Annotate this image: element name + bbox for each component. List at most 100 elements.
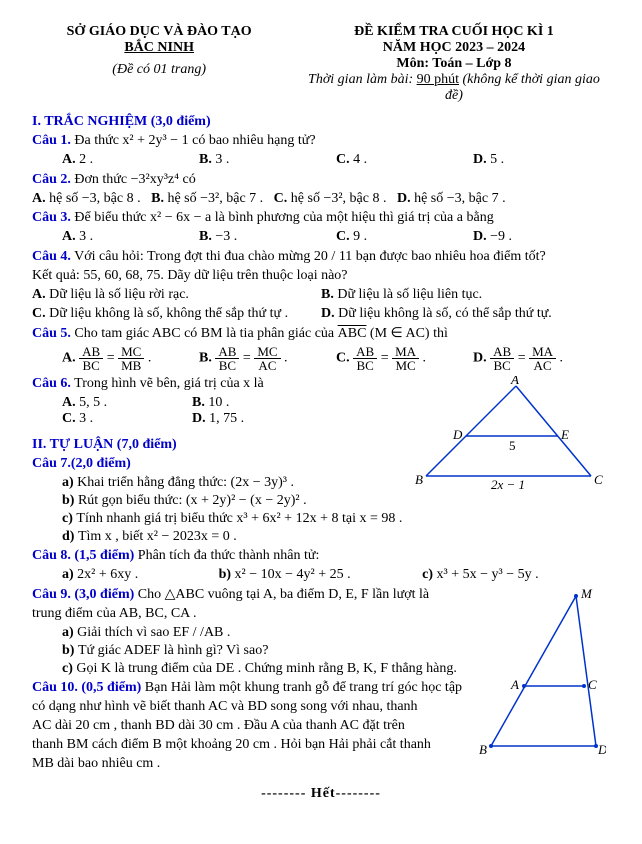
question-2: Câu 2. Đơn thức −3²xy³z⁴ có [32, 172, 610, 188]
fig1-de-len: 5 [509, 438, 516, 453]
q9-and-fig2: M A C B D Câu 9. (3,0 điểm) Cho △ABC vuô… [32, 586, 610, 772]
q2-choices: A. hệ số −3, bậc 8 . B. hệ số −3², bậc 7… [32, 191, 610, 207]
q4-a: Dữ liệu là số liệu rời rạc. [49, 287, 189, 302]
q2-label: Câu 2. [32, 172, 71, 187]
q1-c: 4 . [353, 152, 367, 167]
fig1-A: A [510, 376, 519, 387]
exam-title: ĐỀ KIỂM TRA CUỐI HỌC KÌ 1 [298, 24, 610, 40]
q1-a: 2 . [79, 152, 93, 167]
q2-c: hệ số −3², bậc 8 . [291, 191, 387, 206]
q4-b: Dữ liệu là số liệu liên tục. [337, 287, 482, 302]
q10-l3: AC dài 20 cm , thanh BD dài 30 cm . Đầu … [32, 718, 472, 734]
header-right: ĐỀ KIỂM TRA CUỐI HỌC KÌ 1 NĂM HỌC 2023 –… [298, 24, 610, 104]
q1-label: Câu 1. [32, 133, 71, 148]
q6-and-fig1: A B C D E 5 2x − 1 Câu 6. Trong hình vẽ … [32, 376, 610, 509]
q8-a: 2x² + 6xy . [77, 567, 138, 582]
q4-text: Với câu hỏi: Trong đợt thi đua chào mừng… [74, 249, 546, 264]
time-value: 90 phút [417, 72, 459, 87]
q4-text2: Kết quả: 55, 60, 68, 75. Dãy dữ liệu trê… [32, 268, 610, 284]
q8-label: Câu 8. (1,5 điểm) [32, 548, 134, 563]
q10-l2: có dạng như hình vẽ biết thanh AC và BD … [32, 699, 472, 715]
fig1-C: C [594, 472, 603, 487]
q5-a: A. ABBC = MCMB . [62, 345, 199, 372]
time-label: Thời gian làm bài: [308, 72, 413, 87]
q4-row1: A. Dữ liệu là số liệu rời rạc. B. Dữ liệ… [32, 287, 610, 303]
fig1-E: E [560, 427, 569, 442]
q6-text: Trong hình vẽ bên, giá trị của x là [74, 376, 264, 391]
q5-choices: A. ABBC = MCMB . B. ABBC = MCAC . C. ABB… [62, 345, 610, 372]
org-line2: BẮC NINH [32, 40, 286, 56]
q9-text1: Cho △ABC vuông tại A, ba điểm D, E, F lầ… [138, 587, 429, 602]
header-left: SỞ GIÁO DỤC VÀ ĐÀO TẠO BẮC NINH (Đề có 0… [32, 24, 286, 104]
q4-d: Dữ liệu không là số, có thể sắp thứ tự. [338, 306, 552, 321]
fig2-B: B [479, 742, 487, 757]
q10-l4: thanh BM cách điểm B một khoảng 20 cm . … [32, 737, 472, 753]
figure-frame: M A C B D [476, 586, 606, 761]
q7-c: c) Tính nhanh giá trị biểu thức x³ + 6x²… [62, 511, 610, 527]
q3-label: Câu 3. [32, 210, 71, 225]
time-note: (không kể thời gian giao đề) [445, 72, 600, 103]
exam-year: NĂM HỌC 2023 – 2024 [298, 40, 610, 56]
question-1: Câu 1. Đa thức x² + 2y³ − 1 có bao nhiêu… [32, 133, 610, 149]
section1-title: I. TRẮC NGHIỆM (3,0 điểm) [32, 114, 610, 130]
q3-b: −3 . [215, 229, 237, 244]
fig1-B: B [415, 472, 423, 487]
question-10: Câu 10. (0,5 điểm) Bạn Hải làm một khung… [32, 680, 472, 696]
note-pages: (Đề có 01 trang) [32, 62, 286, 78]
fig2-lines [489, 594, 598, 748]
q2-text: Đơn thức −3²xy³z⁴ có [74, 172, 195, 187]
exam-subject: Môn: Toán – Lớp 8 [298, 56, 610, 72]
q8-choices: a) 2x² + 6xy . b) x² − 10x − 4y² + 25 . … [62, 567, 610, 583]
page-header: SỞ GIÁO DỤC VÀ ĐÀO TẠO BẮC NINH (Đề có 0… [32, 24, 610, 104]
fig2-C: C [588, 677, 597, 692]
q5-text-post: (M ∈ AC) thì [366, 326, 447, 341]
fig2-A: A [510, 677, 519, 692]
q3-choices: A. 3 . B. −3 . C. 9 . D. −9 . [62, 229, 610, 245]
q2-b: hệ số −3², bậc 7 . [167, 191, 263, 206]
q10-label: Câu 10. (0,5 điểm) [32, 680, 141, 695]
q8-text: Phân tích đa thức thành nhân tử: [138, 548, 320, 563]
q1-text: Đa thức x² + 2y³ − 1 có bao nhiêu hạng t… [74, 133, 315, 148]
q8-c: x³ + 5x − y³ − 5y . [437, 567, 539, 582]
q6-b: 10 . [208, 395, 229, 410]
q6-row2: C. 3 . D. 1, 75 . [62, 411, 322, 427]
q7-b: b) Rút gọn biểu thức: (x + 2y)² − (x − 2… [62, 493, 610, 509]
fig2-labels: M A C B D [479, 586, 606, 757]
q4-c: Dữ liệu không là số, không thể sắp thứ t… [49, 306, 288, 321]
q5-text-pre: Cho tam giác ABC có BM là tia phân giác … [74, 326, 337, 341]
exam-time: Thời gian làm bài: 90 phút (không kể thờ… [298, 72, 610, 104]
q5-c: C. ABBC = MAMC . [336, 345, 473, 372]
q4-row2: C. Dữ liệu không là số, không thể sắp th… [32, 306, 610, 322]
end-marker: -------- Hết-------- [32, 786, 610, 802]
question-3: Câu 3. Để biểu thức x² − 6x − a là bình … [32, 210, 610, 226]
q6-a: 5, 5 . [79, 395, 107, 410]
question-4: Câu 4. Với câu hỏi: Trong đợt thi đua ch… [32, 249, 610, 265]
q7-d: d) Tìm x , biết x² − 2023x = 0 . [62, 529, 610, 545]
figure-triangle: A B C D E 5 2x − 1 [411, 376, 606, 491]
q6-label: Câu 6. [32, 376, 71, 391]
org-line1: SỞ GIÁO DỤC VÀ ĐÀO TẠO [32, 24, 286, 40]
q2-a: hệ số −3, bậc 8 . [49, 191, 141, 206]
q9-label: Câu 9. (3,0 điểm) [32, 587, 134, 602]
q6-row1: A. 5, 5 . B. 10 . [62, 395, 322, 411]
q10-l5: MB dài bao nhiêu cm . [32, 756, 472, 772]
q6-d: 1, 75 . [209, 411, 244, 426]
q4-label: Câu 4. [32, 249, 71, 264]
q1-b: 3 . [215, 152, 229, 167]
question-8: Câu 8. (1,5 điểm) Phân tích đa thức thàn… [32, 548, 610, 564]
fig2-M: M [580, 586, 593, 601]
q5-label: Câu 5. [32, 326, 71, 341]
q10-l1: Bạn Hải làm một khung tranh gỗ để trang … [145, 680, 462, 695]
q5-b: B. ABBC = MCAC . [199, 345, 336, 372]
question-9: Câu 9. (3,0 điểm) Cho △ABC vuông tại A, … [32, 586, 462, 603]
q3-d: −9 . [490, 229, 512, 244]
q5-arc: ABC [338, 326, 367, 342]
fig1-bc-len: 2x − 1 [491, 477, 525, 491]
q2-d: hệ số −3, bậc 7 . [414, 191, 506, 206]
fig2-D: D [597, 742, 606, 757]
q7-label: Câu 7.(2,0 điểm) [32, 456, 131, 471]
fig1-D: D [452, 427, 463, 442]
q3-c: 9 . [353, 229, 367, 244]
q3-text: Để biểu thức x² − 6x − a là bình phương … [74, 210, 493, 225]
q1-choices: A. 2 . B. 3 . C. 4 . D. 5 . [62, 152, 610, 168]
